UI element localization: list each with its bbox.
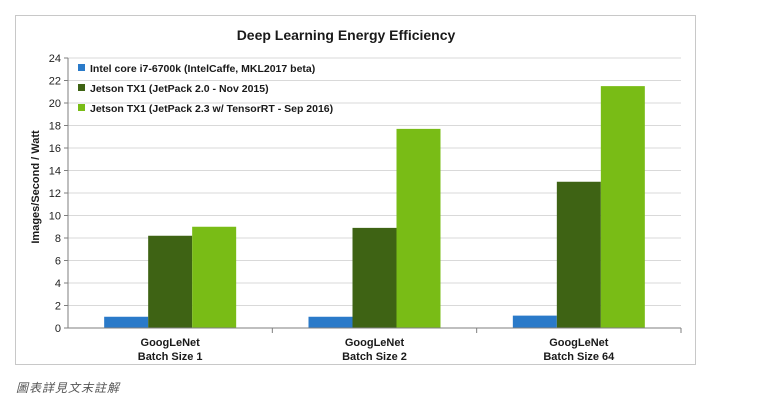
bar: [600, 86, 645, 328]
bar: [148, 235, 193, 328]
y-tick-label: 24: [49, 53, 61, 65]
bar: [396, 128, 441, 328]
y-tick-label: 16: [49, 143, 61, 155]
bar: [104, 316, 149, 328]
y-tick-label: 8: [55, 233, 61, 245]
y-tick-label: 18: [49, 121, 61, 133]
bar: [192, 226, 237, 328]
y-axis-title: Images/Second / Watt: [30, 130, 42, 244]
chart-title: Deep Learning Energy Efficiency: [237, 27, 456, 43]
y-tick-label: 22: [49, 76, 61, 88]
bars: [104, 86, 645, 328]
x-category-label: Batch Size 1: [138, 351, 203, 363]
x-category-label: Batch Size 64: [543, 351, 615, 363]
bar: [512, 315, 557, 328]
legend-label: Intel core i7-6700k (IntelCaffe, MKL2017…: [90, 63, 315, 75]
y-tick-label: 0: [55, 323, 61, 335]
bar: [352, 227, 397, 328]
legend-swatch: [78, 64, 85, 71]
y-tick-label: 20: [49, 98, 61, 110]
x-category-label: GoogLeNet: [345, 337, 405, 349]
y-tick-label: 2: [55, 301, 61, 313]
x-category-label: GoogLeNet: [549, 337, 609, 349]
y-tick-label: 12: [49, 188, 61, 200]
legend: Intel core i7-6700k (IntelCaffe, MKL2017…: [78, 63, 333, 115]
legend-swatch: [78, 84, 85, 91]
x-category-label: GoogLeNet: [141, 337, 201, 349]
legend-label: Jetson TX1 (JetPack 2.3 w/ TensorRT - Se…: [90, 103, 333, 115]
legend-swatch: [78, 104, 85, 111]
y-tick-label: 6: [55, 256, 61, 268]
chart-container: Deep Learning Energy Efficiency Images/S…: [15, 15, 696, 365]
bar: [308, 316, 353, 328]
y-tick-label: 10: [49, 211, 61, 223]
figure-caption: 圖表詳見文末註解: [16, 381, 121, 395]
chart: Deep Learning Energy Efficiency Images/S…: [30, 27, 682, 363]
y-tick-label: 4: [55, 278, 61, 290]
legend-label: Jetson TX1 (JetPack 2.0 - Nov 2015): [90, 83, 269, 95]
bar: [556, 181, 601, 328]
x-category-label: Batch Size 2: [342, 351, 407, 363]
y-tick-label: 14: [49, 166, 61, 178]
